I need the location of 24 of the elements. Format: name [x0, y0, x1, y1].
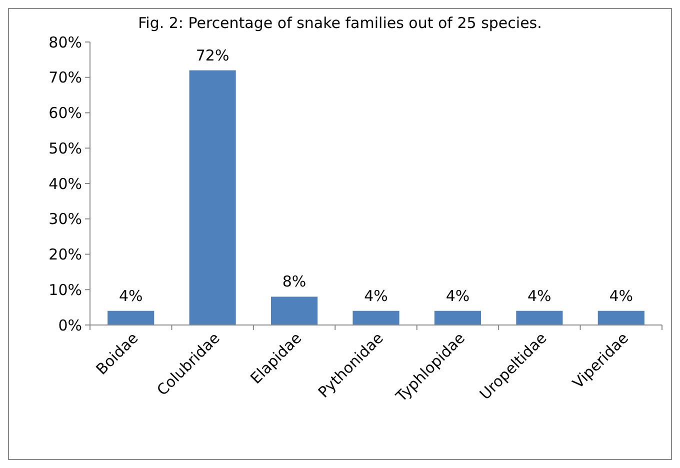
- bar: [516, 310, 563, 325]
- data-label: 4%: [118, 286, 143, 305]
- chart-title: Fig. 2: Percentage of snake families out of 25 species.: [138, 14, 542, 32]
- y-tick-label: 10%: [48, 280, 82, 299]
- bar: [352, 310, 400, 325]
- y-tick-label: 30%: [48, 210, 82, 228]
- data-label: 4%: [528, 286, 552, 305]
- y-tick-label: 70%: [48, 68, 82, 87]
- y-tick-label: 20%: [48, 246, 82, 264]
- bar: [189, 70, 236, 325]
- y-tick-label: 60%: [48, 104, 82, 122]
- data-label: 4%: [364, 286, 388, 305]
- y-tick-label: 80%: [48, 33, 82, 52]
- y-tick-label: 50%: [48, 139, 82, 158]
- bar: [598, 310, 644, 325]
- data-label: 72%: [196, 46, 230, 64]
- bar: [270, 296, 318, 325]
- data-label: 4%: [609, 286, 634, 305]
- data-label: 4%: [446, 286, 470, 305]
- bar: [108, 310, 154, 325]
- data-label: 8%: [282, 272, 306, 291]
- y-tick-label: 40%: [48, 174, 82, 193]
- bar: [434, 310, 482, 325]
- y-tick-label: 0%: [58, 316, 82, 334]
